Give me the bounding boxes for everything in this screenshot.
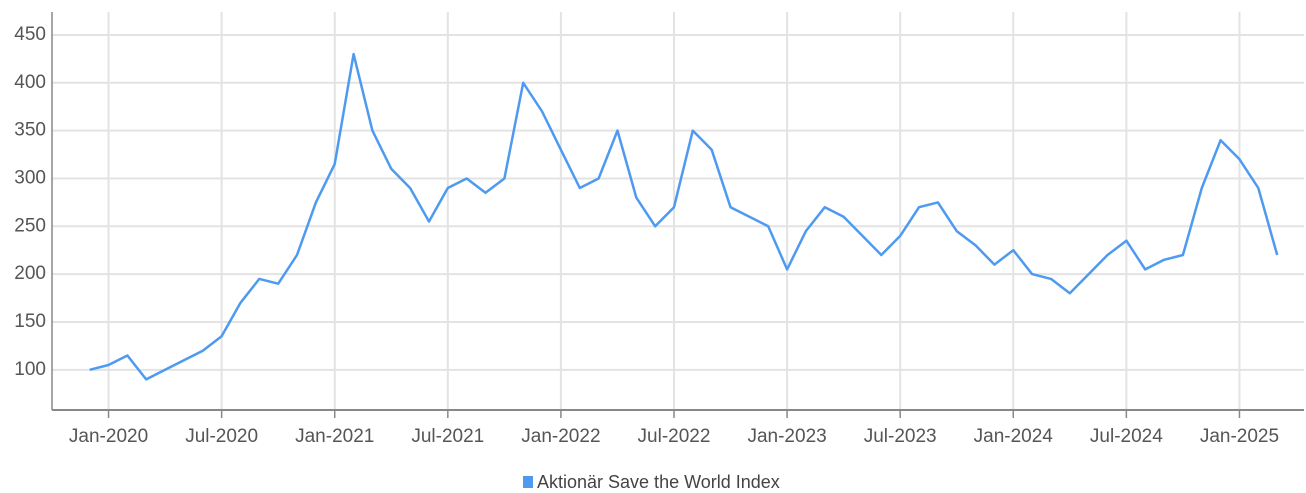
y-tick-label: 200	[14, 263, 46, 284]
x-tick-label: Jan-2020	[69, 426, 148, 447]
legend-swatch	[523, 476, 533, 488]
line	[89, 52, 1279, 381]
x-tick-label: Jul-2024	[1090, 426, 1163, 447]
x-tick-label: Jan-2021	[295, 426, 374, 447]
x-tick-label: Jan-2023	[747, 426, 826, 447]
x-tick-label: Jul-2020	[185, 426, 258, 447]
y-tick-label: 450	[14, 24, 46, 45]
legend: Aktionär Save the World Index	[523, 472, 780, 492]
x-tick-label: Jan-2024	[974, 426, 1054, 447]
legend-label: Aktionär Save the World Index	[537, 472, 780, 492]
y-tick-label: 250	[14, 215, 46, 236]
y-tick-label: 350	[14, 120, 46, 141]
y-tick-label: 150	[14, 311, 46, 332]
y-tick-label: 300	[14, 167, 46, 188]
y-tick-label: 400	[14, 72, 46, 93]
x-tick-label: Jul-2022	[638, 426, 711, 447]
y-tick-label: 100	[14, 359, 46, 380]
x-tick-label: Jul-2021	[411, 426, 484, 447]
x-tick-label: Jan-2025	[1200, 426, 1279, 447]
x-tick-label: Jan-2022	[521, 426, 600, 447]
x-tick-label: Jul-2023	[864, 426, 937, 447]
